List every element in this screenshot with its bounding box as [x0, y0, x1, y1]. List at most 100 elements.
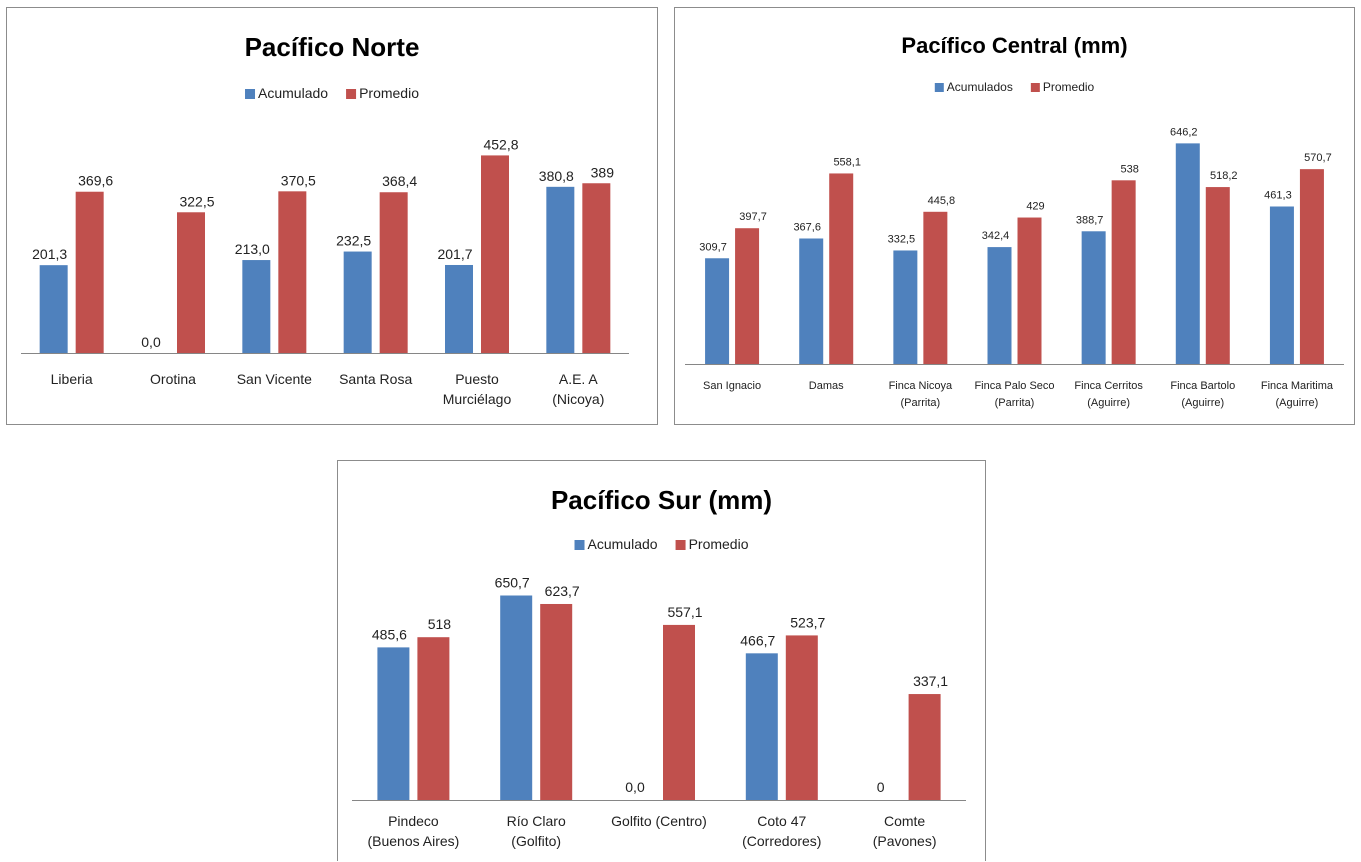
category-label: (Aguirre): [1087, 397, 1130, 409]
category-label: A.E. A: [559, 371, 599, 387]
category-label: Orotina: [150, 371, 196, 387]
category-label: Coto 47: [757, 813, 806, 829]
bar-acumulado: [500, 595, 533, 800]
data-label-promedio: 570,7: [1304, 152, 1332, 164]
chart-svg: Pacífico Norte Acumulado Promedio 201,3 369,…: [21, 32, 629, 407]
category-label: Finca Palo Seco: [974, 380, 1054, 392]
data-label-acumulado: 650,7: [495, 574, 530, 590]
category-label: Río Claro: [507, 813, 566, 829]
chart-svg: Pacífico Sur (mm) Acumulado Promedio 485,6 5…: [352, 485, 966, 849]
category-label: Pindeco: [388, 813, 439, 829]
data-label-acumulado: 380,8: [539, 168, 574, 184]
bar-acumulado: [745, 653, 778, 800]
bar-promedio: [582, 183, 611, 353]
category-label: (Pavones): [873, 833, 937, 849]
bar-promedio: [481, 155, 509, 353]
data-label-promedio: 623,7: [545, 583, 580, 599]
bar-promedio: [735, 228, 760, 364]
data-label-promedio: 389: [591, 164, 615, 180]
data-label-promedio: 370,5: [281, 172, 316, 188]
legend-swatch-acumulado: [934, 83, 944, 92]
bar-acumulado: [799, 238, 824, 364]
category-label: Golfito (Centro): [611, 813, 707, 829]
data-label-acumulado: 485,6: [372, 626, 407, 642]
data-label-acumulado: 367,6: [793, 221, 821, 233]
data-label-acumulado: 646,2: [1170, 126, 1198, 138]
chart-title: Pacífico Central (mm): [901, 33, 1127, 58]
bar-acumulado: [242, 260, 271, 353]
data-label-acumulado: 332,5: [888, 233, 916, 245]
bar-acumulado: [1269, 206, 1294, 364]
bar-acumulado: [39, 265, 68, 353]
data-label-promedio: 452,8: [483, 136, 518, 152]
category-label: Finca Cerritos: [1074, 380, 1143, 392]
category-label: Damas: [809, 380, 844, 392]
legend-label-promedio: Promedio: [689, 536, 749, 552]
bar-acumulado: [343, 251, 372, 353]
bar-promedio: [177, 212, 205, 353]
category-label: (Nicoya): [552, 391, 604, 407]
data-label-promedio: 518,2: [1210, 170, 1238, 182]
data-label-acumulado: 0,0: [625, 779, 645, 795]
data-label-promedio: 518: [428, 616, 452, 632]
chart-svg: Pacífico Central (mm) Acumulados Promedio 3…: [685, 33, 1344, 409]
bar-promedio: [1205, 187, 1230, 364]
category-label: San Vicente: [237, 371, 312, 387]
category-label: (Buenos Aires): [367, 833, 459, 849]
bar-acumulado: [705, 258, 730, 364]
data-label-acumulado: 466,7: [740, 632, 775, 648]
data-label-acumulado: 0: [877, 779, 885, 795]
bar-promedio: [278, 191, 307, 353]
bar-promedio: [1299, 169, 1324, 364]
data-label-acumulado: 461,3: [1264, 189, 1292, 201]
category-label: Finca Maritima: [1261, 380, 1334, 392]
data-label-acumulado: 201,7: [437, 246, 472, 262]
bar-acumulado: [893, 250, 918, 364]
chart-pacifico-sur: Pacífico Sur (mm) Acumulado Promedio 485,6 5…: [337, 460, 986, 861]
chart-title: Pacífico Norte: [245, 32, 420, 62]
data-label-promedio: 538: [1120, 163, 1138, 175]
legend: Acumulados Promedio: [934, 80, 1095, 94]
category-label: Finca Nicoya: [889, 380, 953, 392]
legend-label-acumulado: Acumulado: [258, 85, 328, 101]
legend-label-acumulado: Acumulado: [588, 536, 658, 552]
chart-pacifico-norte: Pacífico Norte Acumulado Promedio 201,3 369,…: [6, 7, 658, 425]
bar-promedio: [923, 211, 948, 364]
bar-promedio: [785, 635, 818, 800]
bar-acumulado: [987, 247, 1012, 364]
data-label-acumulado: 388,7: [1076, 214, 1104, 226]
category-label: Comte: [884, 813, 925, 829]
category-label: Finca Bartolo: [1170, 380, 1235, 392]
bar-promedio: [75, 191, 104, 353]
category-label: San Ignacio: [703, 380, 761, 392]
bar-acumulado: [546, 186, 575, 353]
bar-promedio: [379, 192, 408, 353]
legend: Acumulado Promedio: [245, 85, 419, 101]
category-label: (Parrita): [995, 397, 1035, 409]
data-label-promedio: 558,1: [833, 156, 861, 168]
legend-swatch-acumulado: [245, 89, 256, 99]
bar-acumulado: [1175, 143, 1200, 364]
category-label: (Aguirre): [1276, 397, 1319, 409]
data-label-promedio: 397,7: [739, 211, 767, 223]
category-label: Murciélago: [443, 391, 512, 407]
legend-label-acumulado: Acumulados: [947, 80, 1013, 94]
data-label-acumulado: 232,5: [336, 233, 371, 249]
legend-swatch-acumulado: [574, 540, 585, 550]
category-label: (Aguirre): [1181, 397, 1224, 409]
data-label-promedio: 523,7: [790, 614, 825, 630]
category-label: (Parrita): [900, 397, 940, 409]
data-label-acumulado: 309,7: [699, 241, 727, 253]
bar-promedio: [908, 694, 941, 800]
data-label-promedio: 322,5: [179, 193, 214, 209]
bar-promedio: [829, 173, 854, 364]
data-label-acumulado: 0,0: [141, 334, 161, 350]
category-label: (Golfito): [511, 833, 561, 849]
legend-label-promedio: Promedio: [1043, 80, 1095, 94]
legend-swatch-promedio: [1030, 83, 1040, 92]
legend: Acumulado Promedio: [574, 536, 749, 552]
data-label-promedio: 445,8: [928, 195, 956, 207]
data-label-acumulado: 213,0: [235, 241, 270, 257]
category-label: Liberia: [51, 371, 93, 387]
legend-swatch-promedio: [675, 540, 686, 550]
